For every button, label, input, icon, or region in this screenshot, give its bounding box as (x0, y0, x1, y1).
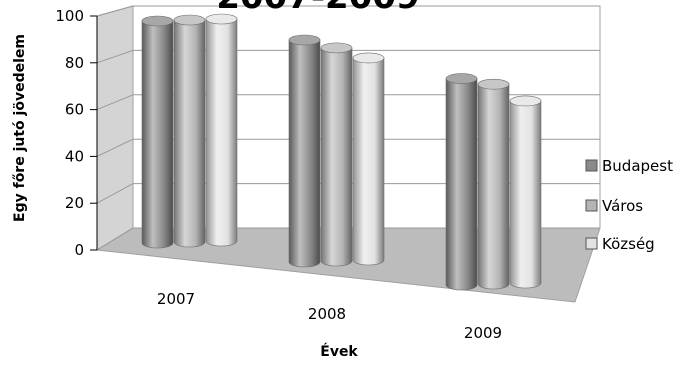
legend-swatch-budapest (585, 159, 598, 172)
legend-label-varos: Város (602, 197, 643, 215)
gridline-side (96, 49, 134, 64)
gridline-side (96, 5, 134, 17)
bar-top (205, 13, 238, 25)
y-tick-label: 0 (74, 241, 84, 259)
bar-2007-város (173, 14, 206, 248)
chart-title: 2007-2009 (216, 0, 419, 17)
bar-2009-község (509, 95, 542, 289)
bar-body (141, 20, 174, 249)
bar-top (352, 52, 385, 64)
gridline-side (96, 183, 134, 204)
y-tick-label: 40 (65, 147, 84, 165)
bar-2009-város (477, 78, 510, 290)
x-axis-title: Évek (320, 343, 358, 360)
x-tick-label: 2009 (464, 324, 502, 342)
legend-label-kozseg: Község (602, 235, 655, 253)
bars (141, 13, 542, 291)
x-tick-label: 2007 (157, 290, 195, 308)
bar-2009-budapest (445, 73, 478, 291)
bar-2007-község (205, 13, 238, 247)
bar-top (320, 42, 353, 54)
y-tick-label: 60 (65, 101, 84, 119)
y-axis-title: Egy főre jutó jövedelem (12, 34, 28, 222)
bar-top (288, 34, 321, 46)
legend-label-budapest: Budapest (602, 157, 673, 175)
y-tick-label: 20 (65, 194, 84, 212)
gridline-side (96, 94, 134, 111)
y-tick-label: 80 (65, 54, 84, 72)
bar-top (509, 95, 542, 107)
bar-body (205, 18, 238, 247)
bar-top (173, 14, 206, 26)
bar-2008-község (352, 52, 385, 266)
legend-swatch-kozseg (585, 237, 598, 250)
y-axis-ticks: 0 20 40 60 80 100 (55, 7, 98, 259)
legend: Budapest Város Község (585, 157, 673, 253)
bar-body (173, 19, 206, 248)
chart-side-wall (96, 5, 134, 251)
gridline-side (96, 138, 134, 157)
bar-body (320, 47, 353, 267)
bar-body (477, 83, 510, 290)
bar-top (445, 73, 478, 84)
bar-2007-budapest (141, 15, 174, 249)
x-tick-label: 2008 (308, 305, 346, 323)
bar-body (288, 39, 321, 268)
bar-2008-budapest (288, 34, 321, 268)
gridline-side (96, 227, 134, 251)
x-axis-ticks: 2007 2008 2009 (157, 290, 502, 342)
bar-top (141, 15, 174, 27)
legend-swatch-varos (585, 199, 598, 212)
y-tick-label: 100 (55, 7, 84, 25)
bar-body (352, 57, 385, 266)
bar-2008-város (320, 42, 353, 267)
bar-top (477, 78, 510, 90)
bar-body (445, 78, 478, 291)
bar-body (509, 100, 542, 289)
